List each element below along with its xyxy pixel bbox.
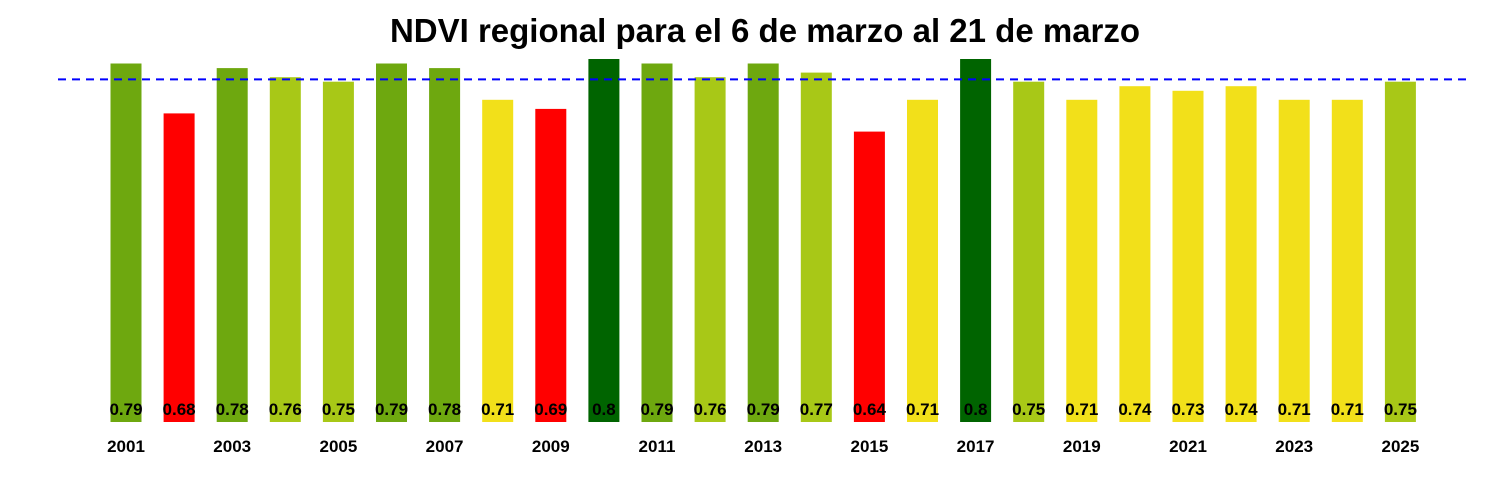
x-tick-label-2011: 2011	[639, 437, 676, 456]
value-label-2002: 0.68	[163, 400, 196, 419]
bar-2024	[1331, 99, 1363, 423]
x-tick-label-2003: 2003	[213, 437, 251, 456]
bar-2015	[853, 131, 885, 422]
value-label-2019: 0.71	[1065, 400, 1098, 419]
bar-2016	[907, 99, 938, 423]
value-label-2020: 0.74	[1118, 400, 1152, 419]
bar-2009	[535, 108, 567, 423]
x-tick-label-2021: 2021	[1169, 437, 1207, 456]
bar-2017	[960, 59, 992, 422]
x-tick-label-2017: 2017	[957, 437, 995, 456]
bar-2004	[269, 77, 301, 422]
x-tick-label-2009: 2009	[532, 437, 570, 456]
value-label-2015: 0.64	[853, 400, 887, 419]
bar-2007	[429, 68, 461, 422]
value-label-2014: 0.77	[800, 400, 833, 419]
x-tick-label-2015: 2015	[850, 437, 888, 456]
value-label-2024: 0.71	[1331, 400, 1364, 419]
value-label-2001: 0.79	[109, 400, 142, 419]
value-label-2010: 0.8	[592, 400, 616, 419]
value-label-2013: 0.79	[747, 400, 780, 419]
value-label-2008: 0.71	[481, 400, 514, 419]
bar-2002	[163, 113, 195, 423]
value-label-2004: 0.76	[269, 400, 302, 419]
bar-2013	[747, 63, 779, 422]
x-tick-labels-layer: 2001 2003 2005 2007 2009 2011 2013 2015 2017 2019…	[107, 437, 1419, 456]
value-label-2011: 0.79	[640, 400, 673, 419]
bar-2018	[1013, 81, 1045, 422]
bar-2008	[482, 99, 514, 423]
bar-2003	[216, 68, 248, 422]
value-label-2016: 0.71	[906, 400, 939, 419]
bar-2005	[322, 81, 354, 422]
bar-2020	[1119, 86, 1151, 422]
value-labels-layer: 0.79 0.68 0.78 0.76 0.75 0.79 0.78 0.71 0.69 0.8 0…	[109, 400, 1416, 419]
bar-2025	[1384, 81, 1416, 422]
value-label-2005: 0.75	[322, 400, 355, 419]
value-label-2025: 0.75	[1384, 400, 1417, 419]
x-tick-label-2025: 2025	[1381, 437, 1419, 456]
bars-layer	[110, 59, 1416, 423]
value-label-2007: 0.78	[428, 400, 461, 419]
bar-2011	[641, 63, 673, 422]
bar-2022	[1225, 86, 1257, 422]
value-label-2017: 0.8	[964, 400, 988, 419]
value-label-2021: 0.73	[1171, 400, 1204, 419]
value-label-2009: 0.69	[534, 400, 567, 419]
chart-title: NDVI regional para el 6 de marzo al 21 d…	[389, 12, 1141, 49]
x-tick-label-2005: 2005	[319, 437, 357, 456]
x-tick-label-2019: 2019	[1063, 437, 1101, 456]
x-tick-label-2023: 2023	[1275, 437, 1313, 456]
bar-2021	[1172, 90, 1204, 423]
bar-2001	[110, 63, 142, 422]
bar-2014	[800, 72, 832, 422]
bar-2006	[376, 63, 407, 422]
value-label-2023: 0.71	[1278, 400, 1311, 419]
x-tick-label-2001: 2001	[107, 437, 145, 456]
value-label-2012: 0.76	[694, 400, 727, 419]
value-label-2006: 0.79	[375, 400, 408, 419]
bar-2019	[1066, 99, 1098, 423]
bar-2023	[1278, 99, 1310, 423]
value-label-2022: 0.74	[1225, 400, 1259, 419]
value-label-2003: 0.78	[216, 400, 249, 419]
x-tick-label-2013: 2013	[744, 437, 782, 456]
value-label-2018: 0.75	[1012, 400, 1045, 419]
x-tick-label-2007: 2007	[426, 437, 464, 456]
bar-2012	[694, 77, 726, 422]
bar-2010	[588, 59, 620, 422]
